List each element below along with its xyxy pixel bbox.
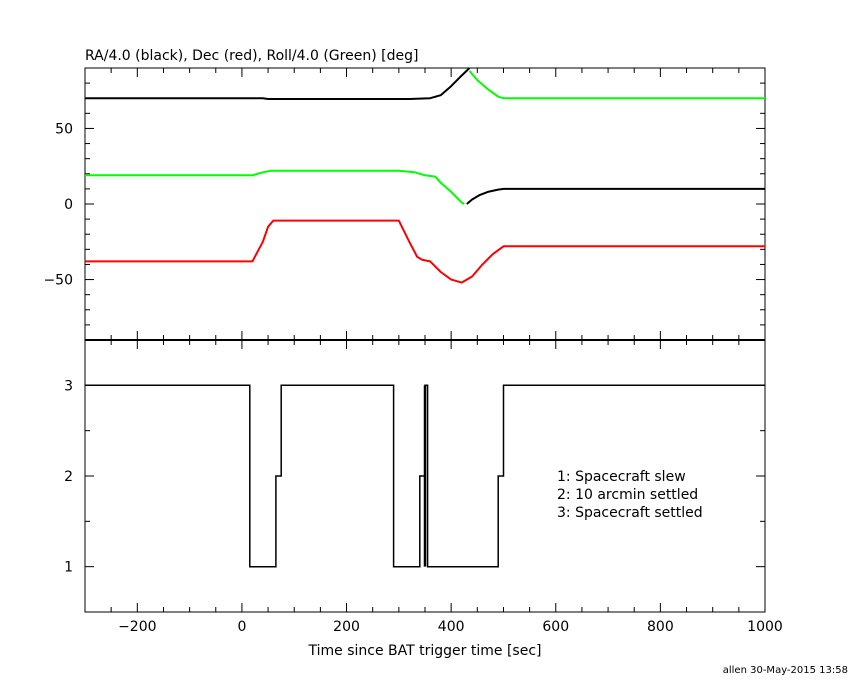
x-tick-label: 200: [333, 619, 360, 635]
y-tick-label: 50: [55, 121, 73, 137]
series-line-0-0: [85, 67, 471, 100]
legend-entry-10arcmin: 2: 10 arcmin settled: [557, 487, 698, 503]
y-tick-label: 2: [64, 469, 73, 485]
x-axis-label: Time since BAT trigger time [sec]: [308, 643, 542, 659]
series-line-0-1: [466, 187, 765, 205]
x-tick-label: 0: [237, 619, 246, 635]
bottom-panel-series: [85, 384, 765, 568]
top-panel-frame: [84, 67, 766, 341]
top-panel-ticks: −50 0 50: [43, 67, 766, 341]
series-line-2-0: [85, 169, 465, 205]
status-step-line-0: [85, 384, 765, 568]
y-tick-label: 3: [64, 378, 73, 394]
series-line-2-1: [468, 70, 765, 100]
x-tick-label: 1000: [747, 619, 783, 635]
y-tick-label: 1: [64, 560, 73, 576]
legend: 1: Spacecraft slew 2: 10 arcmin settled …: [557, 469, 703, 521]
top-panel-series: [85, 67, 765, 284]
bottom-panel-ticks: −200 0 200 400 600 800 1000 1 2 3: [64, 339, 783, 635]
y-tick-label: −50: [43, 273, 73, 289]
x-tick-label: 800: [647, 619, 674, 635]
legend-entry-slew: 1: Spacecraft slew: [557, 469, 686, 485]
x-tick-label: −200: [118, 619, 156, 635]
y-tick-label: 0: [64, 197, 73, 213]
top-panel-title: RA/4.0 (black), Dec (red), Roll/4.0 (Gre…: [85, 48, 418, 64]
x-tick-label: 400: [438, 619, 465, 635]
footer-stamp: allen 30-May-2015 13:58: [723, 665, 848, 676]
x-tick-label: 600: [542, 619, 569, 635]
legend-entry-settled: 3: Spacecraft settled: [557, 505, 703, 521]
series-line-1-0: [85, 219, 765, 284]
